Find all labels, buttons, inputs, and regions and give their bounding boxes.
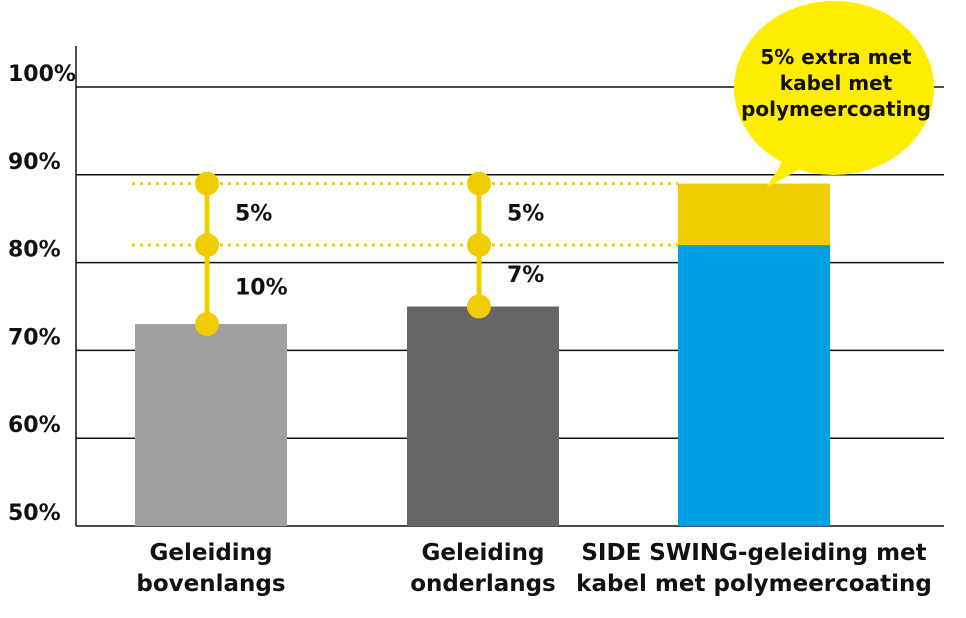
annotation-label: 5%: [235, 201, 272, 226]
y-tick-label: 50%: [8, 501, 61, 526]
x-axis-categories: Geleiding bovenlangs Geleiding onderlangs SI…: [136, 540, 931, 597]
y-tick-label: 90%: [8, 150, 61, 175]
bar: [135, 324, 287, 526]
bar-base: [678, 245, 830, 527]
annotation-dot: [195, 171, 219, 196]
y-tick-label: 100%: [8, 62, 76, 87]
y-tick-label: 60%: [8, 413, 61, 438]
x-category-label: Geleiding: [149, 540, 272, 566]
reference-lines: [132, 182, 678, 247]
annotation-dot: [195, 312, 219, 337]
annotation-label: 10%: [235, 276, 288, 301]
y-tick-label: 70%: [8, 325, 61, 350]
x-category-label: onderlangs: [410, 571, 556, 597]
annotation-dot: [467, 294, 491, 319]
callout-text: 5% extra met: [760, 45, 912, 69]
y-axis-ticks: 50% 60% 70% 80% 90% 100%: [8, 62, 76, 526]
x-category-label: Geleiding: [421, 540, 544, 566]
bar-extra: [678, 183, 830, 246]
annotation-label: 5%: [507, 201, 544, 226]
callout-text: polymeercoating: [741, 97, 931, 121]
callout-text: kabel met: [780, 71, 893, 95]
bars: [135, 183, 830, 527]
y-tick-label: 80%: [8, 238, 61, 263]
x-category-label: SIDE SWING-geleiding met: [581, 540, 926, 566]
x-category-label: bovenlangs: [136, 571, 285, 597]
bar: [407, 306, 559, 526]
callout-bubble: [734, 1, 934, 175]
annotation-dot: [195, 233, 219, 258]
annotation-label: 7%: [507, 263, 544, 288]
annotation-dot: [467, 233, 491, 258]
annotations: 10% 5% 7% 5%: [195, 171, 544, 337]
annotation-dot: [467, 171, 491, 196]
x-category-label: kabel met polymeercoating: [576, 571, 932, 597]
